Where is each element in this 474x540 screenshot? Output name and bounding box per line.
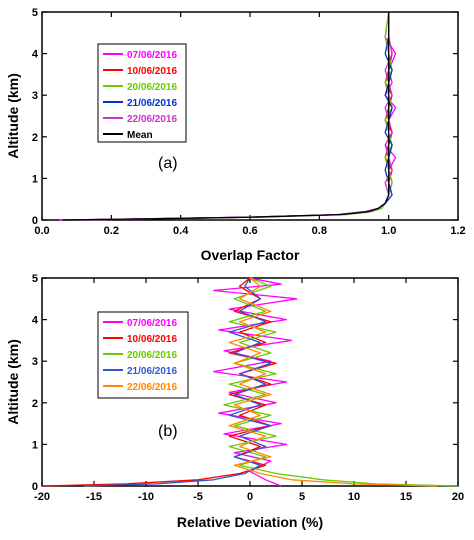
y-tick-label-b: 5 bbox=[32, 273, 38, 285]
series-line-b-2 bbox=[223, 277, 459, 487]
legend-label-a: Mean bbox=[127, 130, 153, 141]
x-tick-labels-a: 0.0 0.2 0.4 0.6 0.8 1.0 1.2 bbox=[34, 225, 465, 237]
series-line-b-3 bbox=[83, 277, 272, 487]
legend-label-a: 07/06/2016 bbox=[127, 50, 177, 61]
y-tick-labels-a: 0 1 2 3 4 5 bbox=[32, 7, 39, 227]
y-tick-label-a: 0 bbox=[32, 215, 38, 227]
legend-label-a: 22/06/2016 bbox=[127, 114, 177, 125]
y-tick-label-a: 3 bbox=[32, 90, 38, 102]
series-line-a-5 bbox=[62, 12, 390, 221]
x-tick-label-a: 0.4 bbox=[173, 225, 189, 237]
legend-label-a: 20/06/2016 bbox=[127, 82, 177, 93]
series-lines-b bbox=[41, 277, 459, 487]
y-axis-title-a: Altitude (km) bbox=[5, 73, 21, 159]
x-tick-label-a: 0.6 bbox=[242, 225, 257, 237]
x-tick-label-b: -20 bbox=[34, 491, 50, 503]
x-tick-label-b: -15 bbox=[86, 491, 102, 503]
legend-label-b: 21/06/2016 bbox=[127, 366, 177, 377]
legend-label-a: 10/06/2016 bbox=[127, 66, 177, 77]
y-tick-label-a: 4 bbox=[32, 49, 39, 61]
y-tick-label-a: 2 bbox=[32, 132, 38, 144]
y-tick-labels-b: 0 1 2 3 4 5 bbox=[32, 273, 39, 493]
legend-label-b: 20/06/2016 bbox=[127, 350, 177, 361]
x-tick-label-a: 0.0 bbox=[34, 225, 49, 237]
x-tick-label-b: -10 bbox=[138, 491, 154, 503]
panel-label-b: (b) bbox=[158, 423, 178, 440]
series-lines-a bbox=[59, 11, 397, 221]
x-tick-label-a: 1.2 bbox=[450, 225, 465, 237]
tick-marks-b bbox=[41, 277, 459, 487]
legend-b: 07/06/2016 10/06/2016 20/06/2016 21/06/2016… bbox=[97, 311, 189, 399]
y-tick-label-b: 1 bbox=[32, 439, 38, 451]
x-tick-label-a: 0.8 bbox=[312, 225, 327, 237]
y-tick-label-a: 1 bbox=[32, 173, 38, 185]
legend-label-a: 21/06/2016 bbox=[127, 98, 177, 109]
legend-label-b: 10/06/2016 bbox=[127, 334, 177, 345]
x-tick-label-b: 5 bbox=[299, 491, 305, 503]
y-tick-label-b: 4 bbox=[32, 315, 39, 327]
y-tick-label-b: 3 bbox=[32, 356, 38, 368]
x-axis-title-a: Overlap Factor bbox=[201, 247, 300, 263]
x-tick-label-a: 1.0 bbox=[381, 225, 396, 237]
x-tick-label-a: 0.2 bbox=[104, 225, 119, 237]
panel-label-a: (a) bbox=[158, 155, 178, 172]
panel-a-overlap-factor: 0.0 0.2 0.4 0.6 0.8 1.0 1.2 0 1 2 3 4 5 (a) Overlap… bbox=[5, 7, 466, 263]
x-tick-label-b: 20 bbox=[452, 491, 464, 503]
x-tick-label-b: 15 bbox=[400, 491, 412, 503]
x-axis-title-b: Relative Deviation (%) bbox=[177, 514, 323, 530]
x-tick-label-b: 10 bbox=[348, 491, 360, 503]
y-tick-label-b: 0 bbox=[32, 481, 38, 493]
legend-a: 07/06/2016 10/06/2016 20/06/2016 21/06/2016… bbox=[97, 43, 187, 143]
legend-label-b: 07/06/2016 bbox=[127, 318, 177, 329]
y-tick-label-b: 2 bbox=[32, 398, 38, 410]
legend-box-a bbox=[97, 43, 187, 143]
x-tick-label-b: -5 bbox=[193, 491, 203, 503]
panel-b-relative-deviation: -20 -15 -10 -5 0 5 10 15 20 0 1 2 3 4 5 (b) Relative … bbox=[5, 273, 464, 530]
series-line-b-0 bbox=[212, 277, 298, 487]
y-axis-title-b: Altitude (km) bbox=[5, 339, 21, 425]
x-tick-labels-b: -20 -15 -10 -5 0 5 10 15 20 bbox=[34, 491, 464, 503]
y-tick-label-a: 5 bbox=[32, 7, 38, 19]
legend-label-b: 22/06/2016 bbox=[127, 382, 177, 393]
x-tick-label-b: 0 bbox=[247, 491, 253, 503]
series-line-b-4 bbox=[228, 277, 438, 487]
